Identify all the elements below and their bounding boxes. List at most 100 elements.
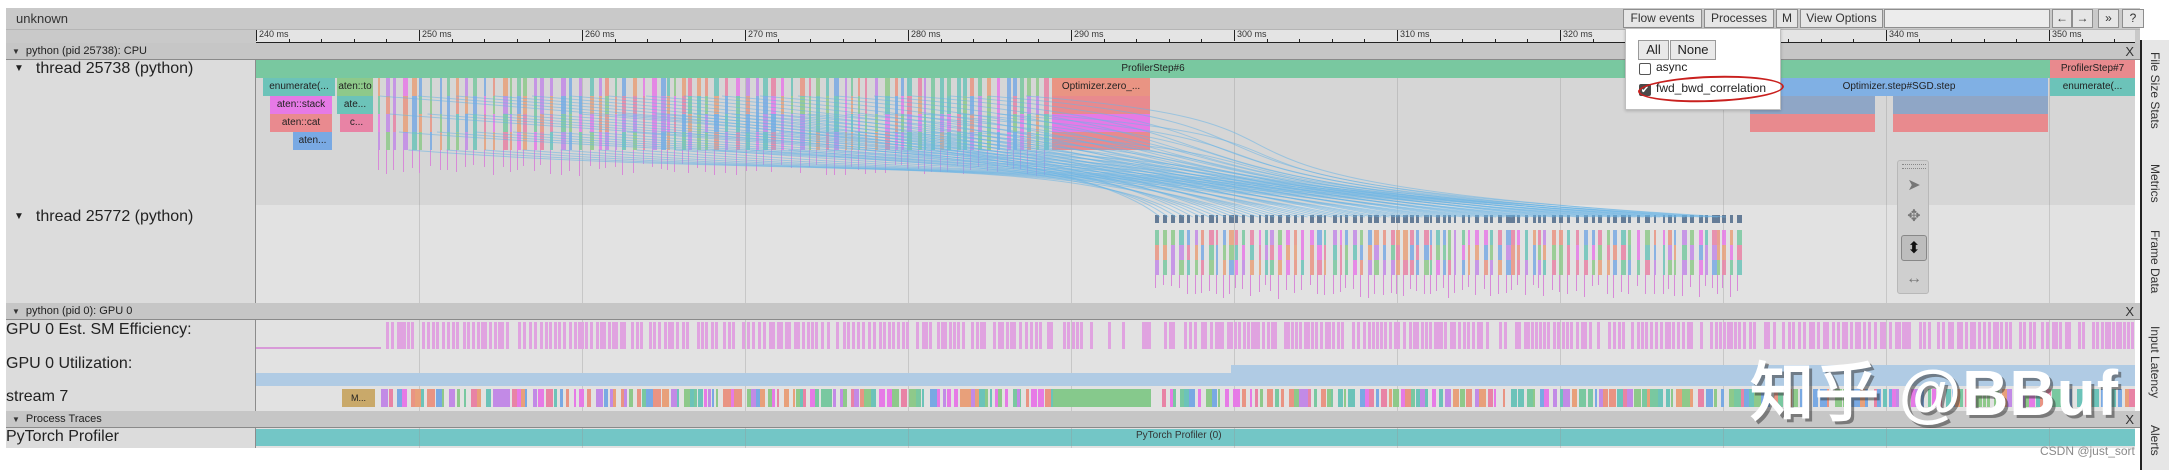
cpu-op-slice[interactable]	[1043, 150, 1045, 175]
cpu-op-slice[interactable]	[874, 96, 879, 114]
cpu-op-slice[interactable]	[590, 78, 594, 96]
sm-efficiency-bar[interactable]	[607, 322, 611, 349]
cpu-op-slice[interactable]	[483, 150, 485, 167]
sm-efficiency-bar[interactable]	[1690, 322, 1694, 349]
process-header-cpu[interactable]: ▼ python (pid 25738): CPU X	[6, 43, 2140, 60]
backward-op-slice[interactable]	[1621, 260, 1627, 275]
kernel-slice[interactable]	[520, 389, 527, 407]
backward-op-slice[interactable]	[1215, 230, 1219, 245]
cpu-op-slice[interactable]	[455, 78, 459, 96]
sm-efficiency-bar[interactable]	[888, 322, 892, 349]
cpu-op-slice[interactable]	[539, 132, 545, 150]
cpu-op-slice[interactable]	[857, 114, 860, 132]
sm-efficiency-bar[interactable]	[1640, 322, 1644, 349]
sm-efficiency-bar[interactable]	[1204, 322, 1208, 349]
backward-op-slice[interactable]	[1612, 245, 1617, 260]
thread-25738-track[interactable]: ProfilerStep#6 ProfilerStep#7 enumerate(..…	[256, 60, 2135, 205]
cpu-op-slice[interactable]	[403, 78, 408, 96]
cpu-op-slice[interactable]	[688, 96, 692, 114]
cpu-op-slice[interactable]	[385, 150, 387, 174]
kernel-slice[interactable]	[767, 389, 775, 407]
backward-op-slice[interactable]	[1475, 260, 1480, 275]
backward-op-slice[interactable]	[1179, 230, 1184, 245]
select-none-button[interactable]: None	[1670, 40, 1716, 60]
backward-op-slice[interactable]	[1575, 215, 1579, 223]
cpu-op-slice[interactable]	[673, 78, 677, 96]
kernel-slice[interactable]	[979, 389, 986, 407]
cpu-op-slice[interactable]	[522, 150, 524, 167]
backward-op-slice[interactable]	[1301, 245, 1304, 260]
backward-op-slice[interactable]	[1324, 260, 1327, 275]
kernel-slice[interactable]	[1053, 389, 1151, 407]
kernel-slice[interactable]	[388, 389, 394, 407]
kernel-slice[interactable]	[886, 389, 894, 407]
cpu-op-slice[interactable]	[1026, 96, 1031, 114]
kernel-slice[interactable]	[1197, 389, 1202, 407]
backward-op-slice[interactable]	[1310, 215, 1314, 223]
sm-efficiency-bar[interactable]	[1919, 322, 1923, 349]
backward-op-slice[interactable]	[1395, 260, 1400, 275]
backward-op-slice[interactable]	[1462, 275, 1464, 290]
cpu-op-slice[interactable]	[666, 114, 670, 132]
cpu-op-slice[interactable]	[917, 78, 922, 96]
backward-op-slice[interactable]	[1360, 245, 1364, 260]
backward-op-slice[interactable]	[1729, 245, 1733, 260]
backward-op-slice[interactable]	[1403, 260, 1408, 275]
backward-op-slice[interactable]	[1668, 215, 1672, 223]
backward-op-slice[interactable]	[1668, 260, 1672, 275]
backward-op-slice[interactable]	[1645, 245, 1650, 260]
kernel-slice[interactable]	[1603, 389, 1608, 407]
sm-efficiency-bar[interactable]	[741, 322, 745, 349]
cpu-op-slice[interactable]	[947, 78, 952, 96]
backward-op-slice[interactable]	[1668, 275, 1670, 289]
sm-efficiency-bar[interactable]	[1238, 322, 1242, 349]
backward-op-slice[interactable]	[1435, 260, 1441, 275]
cpu-op-slice[interactable]	[403, 132, 408, 150]
backward-op-slice[interactable]	[1448, 275, 1450, 299]
backward-op-slice[interactable]	[1293, 215, 1297, 223]
sm-efficiency-bar[interactable]	[1480, 322, 1484, 349]
backward-op-slice[interactable]	[1533, 260, 1537, 275]
cpu-op-slice[interactable]	[834, 96, 839, 114]
kernel-slice[interactable]	[796, 389, 803, 407]
sm-efficiency-bar[interactable]	[427, 322, 431, 349]
cpu-op-slice[interactable]	[682, 114, 686, 132]
backward-op-slice[interactable]	[1186, 275, 1188, 295]
backward-op-slice[interactable]	[1682, 230, 1687, 245]
backward-op-slice[interactable]	[1498, 230, 1502, 245]
sm-efficiency-bar[interactable]	[471, 322, 475, 349]
cpu-op-slice[interactable]	[770, 96, 776, 114]
backward-op-slice[interactable]	[1374, 260, 1380, 275]
kernel-slice[interactable]	[864, 389, 872, 407]
backward-op-slice[interactable]	[1403, 230, 1408, 245]
cpu-op-slice[interactable]	[473, 132, 477, 150]
backward-op-slice[interactable]	[1435, 215, 1441, 223]
sm-efficiency-bar[interactable]	[1397, 322, 1401, 349]
sm-efficiency-bar[interactable]	[1942, 322, 1946, 349]
sm-efficiency-bar[interactable]	[540, 322, 544, 349]
expand-triangle-icon[interactable]: ▼	[12, 307, 20, 316]
cpu-op-slice[interactable]	[1043, 114, 1049, 132]
kernel-slice[interactable]	[892, 389, 900, 407]
backward-op-slice[interactable]	[1722, 260, 1726, 275]
kernel-slice[interactable]	[810, 389, 815, 407]
backward-op-slice[interactable]	[1712, 275, 1714, 288]
cpu-op-slice[interactable]	[392, 96, 396, 114]
cpu-op-slice[interactable]	[660, 96, 666, 114]
sm-efficiency-bar[interactable]	[1328, 322, 1332, 349]
cpu-op-slice[interactable]	[473, 150, 475, 166]
trace-slice[interactable]: ate...	[337, 96, 373, 114]
backward-op-slice[interactable]	[1390, 215, 1395, 223]
kernel-slice[interactable]	[498, 389, 506, 407]
cpu-op-slice[interactable]	[464, 150, 466, 167]
kernel-slice[interactable]	[1274, 389, 1279, 407]
cpu-op-slice[interactable]	[446, 96, 451, 114]
cpu-op-slice[interactable]	[790, 150, 792, 168]
kernel-slice[interactable]	[1225, 389, 1230, 407]
backward-op-slice[interactable]	[1234, 230, 1238, 245]
select-all-button[interactable]: All	[1638, 40, 1669, 60]
backward-op-slice[interactable]	[1567, 230, 1571, 245]
backward-op-slice[interactable]	[1163, 215, 1168, 223]
kernel-slice[interactable]	[1910, 389, 1918, 407]
backward-op-slice[interactable]	[1484, 215, 1489, 223]
